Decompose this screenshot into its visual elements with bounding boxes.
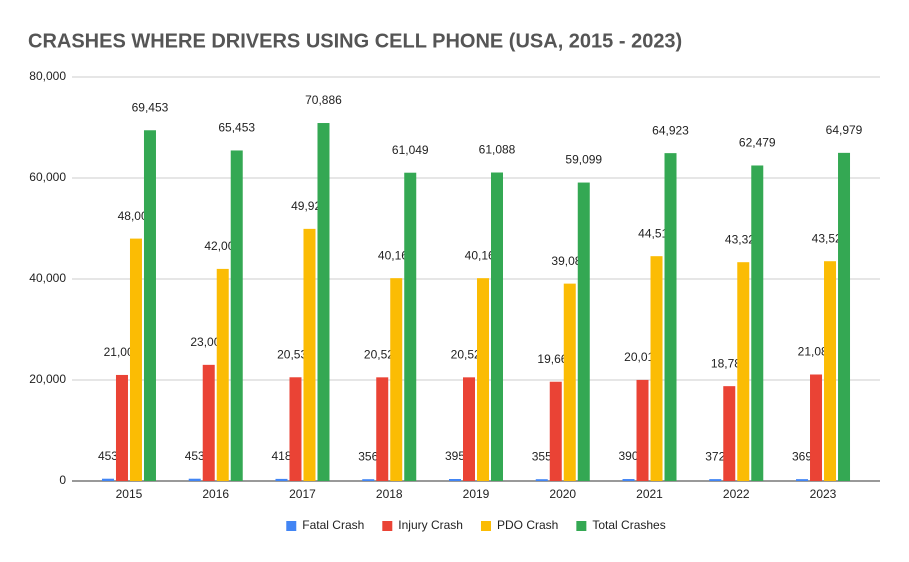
bar	[188, 478, 201, 481]
x-tick-label: 2020	[549, 487, 576, 501]
value-label: 65,453	[218, 121, 255, 135]
legend-item: Injury Crash	[382, 518, 463, 532]
bar	[202, 364, 215, 481]
legend-swatch	[382, 521, 393, 531]
x-tick-label: 2023	[810, 487, 837, 501]
legend-item: Fatal Crash	[286, 518, 364, 532]
y-tick-label: 60,000	[29, 170, 66, 184]
legend-label: Injury Crash	[398, 518, 463, 532]
bar	[535, 479, 548, 481]
bar	[275, 478, 288, 481]
value-label: 64,979	[826, 123, 863, 137]
y-tick-label: 0	[59, 473, 66, 487]
value-label: 356	[358, 449, 378, 463]
bar	[303, 228, 316, 481]
value-label: 69,453	[132, 100, 169, 114]
legend-swatch	[576, 521, 587, 531]
value-label: 64,923	[652, 123, 689, 137]
value-label: 59,099	[565, 153, 602, 167]
bar	[650, 256, 663, 481]
x-tick-label: 2021	[636, 487, 663, 501]
bar	[289, 377, 302, 481]
y-tick-label: 20,000	[29, 372, 66, 386]
legend-label: Fatal Crash	[302, 518, 364, 532]
bar	[317, 123, 330, 482]
value-label: 70,886	[305, 93, 342, 107]
value-label: 62,479	[739, 136, 776, 150]
value-label: 369	[792, 449, 812, 463]
bar	[751, 165, 764, 481]
bar	[664, 153, 677, 481]
bar	[796, 479, 809, 481]
bar	[376, 377, 389, 481]
legend-item: Total Crashes	[576, 518, 666, 532]
bar	[636, 379, 649, 481]
legend-label: PDO Crash	[497, 518, 558, 532]
bar	[824, 261, 837, 481]
value-label: 453	[185, 449, 205, 463]
value-label: 61,049	[392, 143, 429, 157]
value-label: 61,088	[479, 143, 516, 157]
x-tick-label: 2018	[376, 487, 403, 501]
bar	[810, 374, 823, 481]
bar	[563, 283, 576, 481]
bar	[477, 278, 489, 481]
value-label: 395	[445, 449, 465, 463]
bar	[449, 479, 461, 481]
bar	[216, 268, 229, 481]
legend-swatch	[286, 521, 297, 531]
bar	[723, 386, 736, 481]
bar	[737, 262, 750, 481]
bar	[549, 381, 562, 481]
x-tick-label: 2015	[116, 487, 143, 501]
x-tick-label: 2022	[723, 487, 750, 501]
y-tick-label: 80,000	[29, 69, 66, 83]
value-label: 372	[705, 449, 725, 463]
bar	[622, 479, 635, 481]
bar	[129, 238, 142, 481]
bar	[143, 130, 156, 482]
bar	[709, 479, 722, 481]
legend-label: Total Crashes	[592, 518, 665, 532]
bar	[577, 182, 590, 481]
x-tick-label: 2016	[202, 487, 229, 501]
bar	[101, 478, 114, 481]
x-tick-label: 2017	[289, 487, 316, 501]
bar	[491, 172, 503, 481]
bar	[362, 479, 375, 481]
x-tick-label: 2019	[463, 487, 490, 501]
value-label: 453	[98, 449, 118, 463]
bar	[390, 278, 403, 481]
bar	[115, 374, 128, 481]
bar	[838, 152, 851, 481]
value-label: 355	[532, 449, 552, 463]
legend-item: PDO Crash	[480, 518, 558, 532]
legend-swatch	[480, 521, 491, 531]
bar	[463, 377, 475, 481]
y-tick-label: 40,000	[29, 271, 66, 285]
bar	[404, 172, 417, 481]
bar	[230, 150, 243, 482]
value-label: 390	[618, 449, 638, 463]
chart-title: CRASHES WHERE DRIVERS USING CELL PHONE (…	[28, 30, 682, 52]
value-label: 418	[271, 449, 291, 463]
